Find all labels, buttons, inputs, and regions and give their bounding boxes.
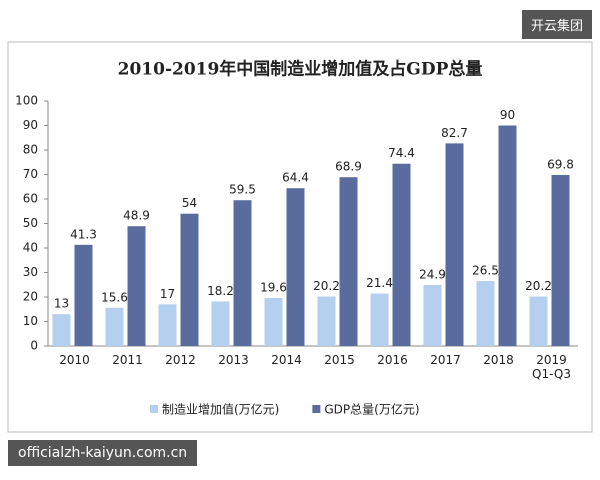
x-tick-label: 2014 [271, 353, 302, 367]
data-label: 24.9 [419, 267, 446, 281]
bar [339, 177, 358, 346]
bar [211, 301, 230, 346]
legend-label: 制造业增加值(万亿元) [162, 402, 279, 417]
data-label: 26.5 [472, 264, 499, 278]
y-tick-label: 50 [23, 216, 38, 230]
data-label: 74.4 [388, 146, 415, 160]
data-label: 15.6 [101, 290, 128, 304]
legend-swatch [312, 405, 321, 413]
data-label: 64.4 [282, 171, 309, 185]
bar [423, 284, 442, 346]
bar [158, 304, 177, 346]
bar [476, 281, 495, 346]
data-label: 54 [182, 196, 197, 210]
x-tick-label: 2010 [59, 353, 90, 367]
bar [105, 307, 124, 346]
legend-label: GDP总量(万亿元) [324, 402, 419, 417]
bar [264, 297, 283, 346]
y-tick-label: 10 [23, 314, 38, 328]
data-label: 20.2 [525, 279, 552, 293]
x-tick-label: 2019 Q1-Q3 [532, 353, 571, 381]
bar [529, 296, 548, 346]
bar [233, 200, 252, 346]
data-label: 90 [500, 108, 515, 122]
data-label: 21.4 [366, 276, 393, 290]
y-tick-label: 20 [23, 290, 38, 304]
x-tick-label: 2015 [324, 353, 355, 367]
watermark: 开云集团 [521, 10, 592, 39]
bar [127, 226, 146, 346]
data-label: 48.9 [123, 209, 150, 223]
data-label: 18.2 [207, 284, 234, 298]
bar [74, 244, 93, 346]
data-label: 17 [160, 287, 175, 301]
y-tick-label: 100 [15, 94, 38, 108]
y-tick-label: 0 [30, 339, 38, 353]
data-label: 41.3 [70, 227, 97, 241]
y-tick-label: 30 [23, 265, 38, 279]
bar [52, 314, 71, 346]
x-tick-label: 2011 [112, 353, 143, 367]
y-tick-label: 60 [23, 192, 38, 206]
bar [286, 188, 305, 346]
y-tick-label: 90 [23, 118, 38, 132]
data-label: 69.8 [547, 157, 574, 171]
x-tick-label: 2016 [377, 353, 408, 367]
x-tick-label: 2013 [218, 353, 249, 367]
y-tick-label: 80 [23, 143, 38, 157]
bar [551, 174, 570, 346]
bar [317, 296, 336, 346]
data-label: 59.5 [229, 183, 256, 197]
watermark: officialzh-kaiyun.com.cn [8, 440, 198, 466]
data-label: 13 [54, 297, 69, 311]
legend-swatch [150, 405, 158, 413]
x-tick-label: 2018 [483, 353, 514, 367]
x-tick-label: 2017 [430, 353, 461, 367]
data-label: 20.2 [313, 279, 340, 293]
chart-title: 2010-2019年中国制造业增加值及占GDP总量 [118, 59, 483, 80]
data-label: 19.6 [260, 280, 287, 294]
bar [498, 125, 517, 346]
data-label: 68.9 [335, 160, 362, 174]
bar [180, 213, 199, 346]
chart-frame [7, 41, 593, 433]
bar [392, 163, 411, 346]
bar [370, 293, 389, 346]
y-tick-label: 40 [23, 241, 38, 255]
data-label: 82.7 [441, 126, 468, 140]
x-tick-label: 2012 [165, 353, 196, 367]
y-tick-label: 70 [23, 167, 38, 181]
bar [445, 143, 464, 346]
